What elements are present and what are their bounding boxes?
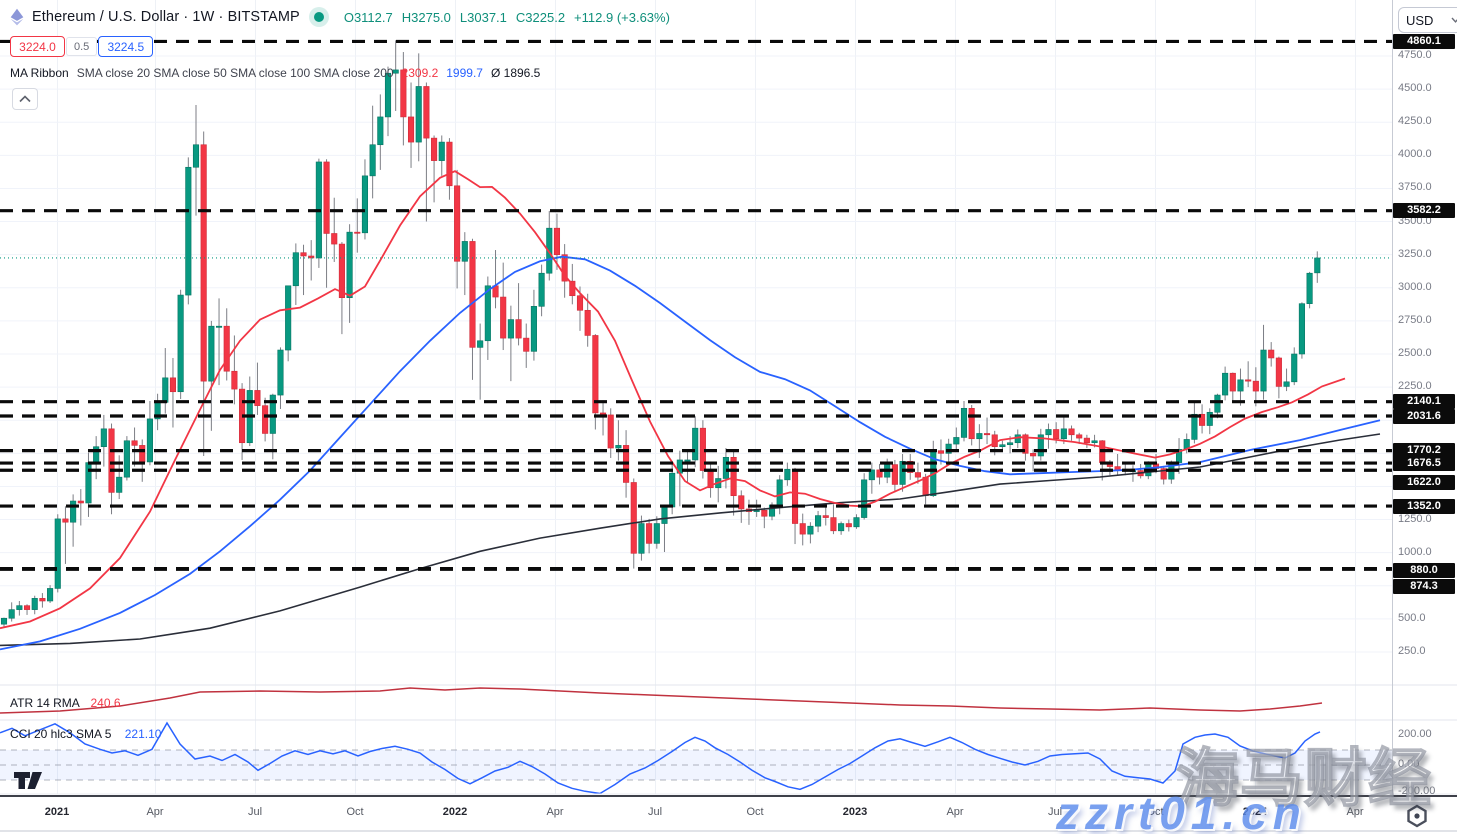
- price-level-label: 3582.2: [1393, 203, 1455, 219]
- ma-ribbon-legend[interactable]: MA Ribbon SMA close 20 SMA close 50 SMA …: [10, 66, 540, 80]
- market-status-icon[interactable]: [313, 12, 324, 22]
- time-tick-label: Oct: [746, 806, 764, 818]
- price-tick-label: 4750.0: [1398, 49, 1432, 61]
- time-tick-label: Jul: [1047, 806, 1063, 818]
- currency-selector[interactable]: USD: [1398, 7, 1457, 33]
- low-value: 3037.1: [467, 9, 507, 25]
- price-level-label: 874.3: [1393, 578, 1455, 594]
- cci-tick-label: 200.00: [1398, 728, 1432, 740]
- ribbon-average: Ø 1896.5: [490, 66, 541, 80]
- price-tick-label: 1250.0: [1398, 512, 1432, 525]
- cci-tick-label: 0.00: [1398, 758, 1420, 770]
- time-tick-label: Jul: [647, 806, 663, 818]
- price-level-label: 1622.0: [1393, 474, 1455, 490]
- price-tick-label: 4250.0: [1398, 115, 1432, 128]
- time-tick-label: Apr: [146, 806, 164, 818]
- price-tick-label: 2750.0: [1398, 313, 1432, 326]
- currency-label: USD: [1406, 12, 1434, 28]
- time-tick-label: 2024: [1242, 806, 1268, 818]
- tradingview-logo-icon: [14, 772, 42, 789]
- indicator-params: SMA close 20 SMA close 50 SMA close 100 …: [76, 66, 394, 80]
- atr-indicator-legend[interactable]: ATR 14 RMA 240.6: [10, 696, 121, 710]
- cci-indicator-legend[interactable]: CCI 20 hlc3 SMA 5 221.10: [10, 727, 161, 741]
- price-tick-label: 4500.0: [1398, 82, 1432, 95]
- time-tick-label: Apr: [946, 806, 964, 818]
- price-level-label: 1676.5: [1393, 455, 1455, 471]
- price-tick-label: 3750.0: [1398, 181, 1432, 194]
- ohlc-values: O3112.7 H3275.0 L3037.1 C3225.2 +112.9 (…: [343, 9, 670, 25]
- price-level-label: 880.0: [1393, 562, 1455, 578]
- close-value: 3225.2: [525, 9, 566, 25]
- time-tick-label: Oct: [346, 806, 364, 818]
- chart-header: Ethereum / U.S. Dollar · 1W · BITSTAMP O…: [8, 8, 670, 26]
- cci-label[interactable]: CCI 20 hlc3 SMA 5: [10, 727, 112, 741]
- high-value: 3275.0: [411, 9, 451, 25]
- price-tick-label: 3250.0: [1398, 247, 1432, 260]
- price-tick-label: 250.0: [1398, 645, 1426, 657]
- cci-tick-label: -200.00: [1398, 785, 1436, 797]
- price-level-label: 2140.1: [1393, 394, 1455, 410]
- symbol-title[interactable]: Ethereum / U.S. Dollar · 1W · BITSTAMP: [32, 9, 300, 25]
- tradingview-logo[interactable]: [13, 771, 44, 795]
- time-tick-label: Apr: [546, 806, 564, 818]
- atr-value: 240.6: [90, 696, 121, 710]
- chevron-up-icon: [19, 95, 31, 103]
- sma20-value: 2309.2: [401, 66, 439, 80]
- chevron-down-icon: [1451, 17, 1457, 23]
- price-tick-label: 500.0: [1398, 611, 1426, 624]
- time-tick-label: 2022: [442, 806, 468, 818]
- order-panel: 3224.0 0.5 3224.5: [10, 36, 154, 57]
- price-tick-label: 2250.0: [1398, 380, 1432, 393]
- spread-value: 0.5: [66, 37, 98, 56]
- sma50-value: 1999.7: [446, 66, 483, 80]
- collapse-legend-button[interactable]: [12, 88, 38, 110]
- price-axis[interactable]: 4750.0 4500.0 4250.0 4000.0 3750.0 3500.0 3250…: [1393, 0, 1457, 797]
- open-value: 3112.7: [353, 9, 393, 25]
- price-level-label: 1770.2: [1393, 443, 1455, 459]
- price-level-label: 4860.1: [1393, 33, 1455, 49]
- price-level-label: 2031.6: [1393, 408, 1455, 424]
- time-tick-label: 2021: [44, 806, 70, 818]
- time-tick-label: Apr: [1346, 806, 1364, 818]
- indicator-title[interactable]: MA Ribbon: [10, 66, 69, 80]
- price-tick-label: 4000.0: [1398, 148, 1432, 161]
- time-tick-label: Jul: [247, 806, 263, 818]
- change-value: +112.9 (+3.63%): [574, 9, 670, 25]
- ethereum-icon: [8, 8, 26, 26]
- time-tick-label: 2023: [842, 806, 868, 818]
- price-tick-label: 3000.0: [1398, 280, 1432, 293]
- price-tick-label: 2500.0: [1398, 347, 1432, 359]
- time-axis[interactable]: 2021 Apr Jul Oct 2022 Apr Jul Oct 2023 Apr Jul Oct 2…: [0, 797, 1457, 831]
- price-tick-label: 1000.0: [1398, 545, 1432, 558]
- sell-button[interactable]: 3224.0: [10, 36, 65, 57]
- buy-button[interactable]: 3224.5: [98, 36, 154, 57]
- price-level-label: 1352.0: [1393, 498, 1455, 514]
- atr-label[interactable]: ATR 14 RMA: [10, 696, 80, 710]
- cci-value: 221.10: [124, 727, 162, 741]
- time-tick-label: Oct: [1146, 806, 1164, 818]
